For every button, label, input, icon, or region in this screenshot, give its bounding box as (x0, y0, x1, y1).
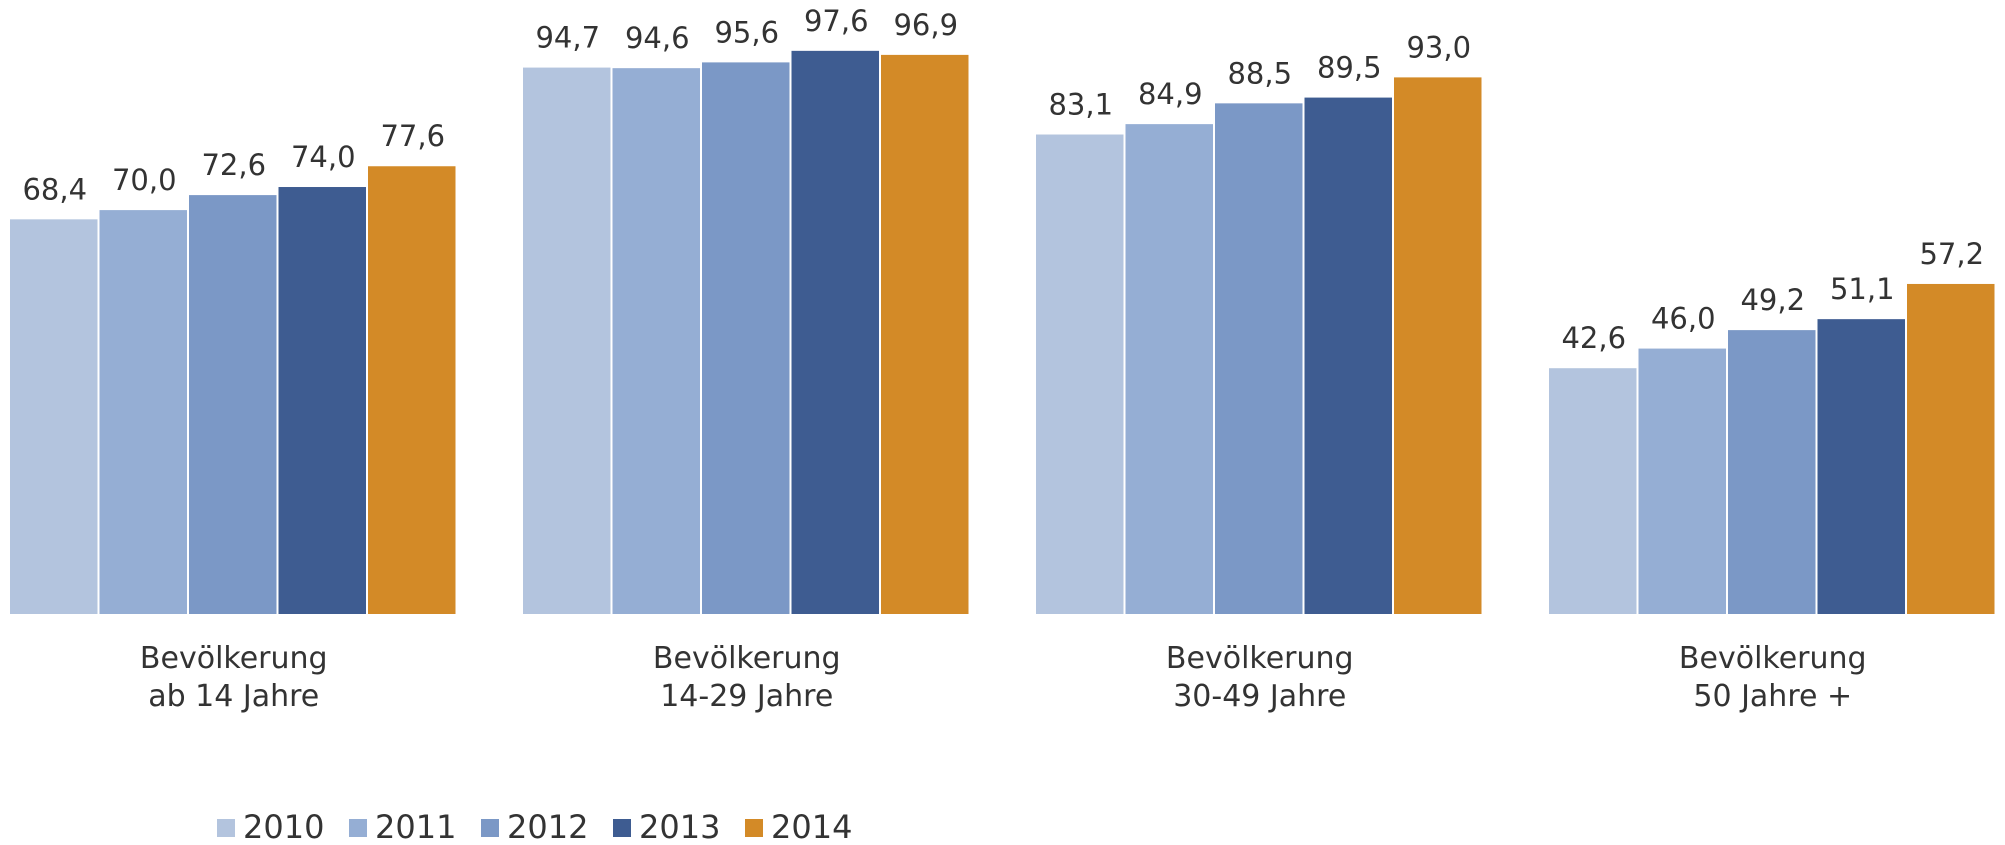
category-line: 14-29 Jahre (660, 679, 833, 714)
legend-label: 2010 (243, 808, 324, 845)
value-label: 74,0 (291, 140, 356, 174)
value-label: 95,6 (714, 15, 779, 49)
bar (1125, 124, 1213, 614)
bar (368, 166, 456, 615)
bar (1907, 283, 1995, 614)
value-label: 88,5 (1227, 56, 1292, 90)
bar (523, 67, 611, 615)
legend-label: 2011 (375, 808, 456, 845)
value-label: 94,7 (535, 21, 600, 55)
legend-label: 2014 (771, 808, 852, 845)
value-label: 46,0 (1651, 302, 1716, 336)
value-label: 51,1 (1830, 272, 1895, 306)
bar (1304, 97, 1392, 614)
category-line: 50 Jahre + (1693, 679, 1852, 714)
bar (1215, 103, 1303, 614)
bar (881, 54, 969, 614)
category-line: 30-49 Jahre (1173, 679, 1346, 714)
category-label: Bevölkerung 14-29 Jahre (653, 641, 841, 714)
value-label: 96,9 (893, 8, 958, 42)
value-label: 49,2 (1740, 283, 1805, 317)
value-label: 70,0 (112, 163, 177, 197)
bar (1036, 134, 1124, 614)
value-label: 77,6 (380, 119, 445, 153)
bar (1549, 368, 1637, 614)
bar (1638, 348, 1726, 614)
legend-swatch (217, 819, 235, 837)
category-line: Bevölkerung (140, 641, 328, 676)
legend-swatch (349, 819, 367, 837)
category-label: Bevölkerung 30-49 Jahre (1166, 641, 1354, 714)
bar (702, 62, 790, 614)
category-line: Bevölkerung (1679, 641, 1867, 676)
category-label: Bevölkerung ab 14 Jahre (140, 641, 328, 714)
legend-swatch (745, 819, 763, 837)
category-line: Bevölkerung (653, 641, 841, 676)
category-line: Bevölkerung (1166, 641, 1354, 676)
value-label: 93,0 (1406, 30, 1471, 64)
bar (278, 187, 366, 614)
legend-swatch (481, 819, 499, 837)
category-line: ab 14 Jahre (148, 679, 319, 714)
value-label: 57,2 (1919, 237, 1984, 271)
bar (1817, 319, 1905, 614)
value-label: 97,6 (804, 4, 869, 38)
value-label: 84,9 (1138, 77, 1203, 111)
bar (1728, 330, 1816, 614)
bar (10, 219, 98, 614)
value-label: 42,6 (1561, 321, 1626, 355)
value-label: 89,5 (1317, 51, 1382, 85)
value-label: 72,6 (201, 148, 266, 182)
bar (189, 195, 277, 614)
value-label: 83,1 (1048, 88, 1113, 122)
legend-swatch (613, 819, 631, 837)
bar (1394, 77, 1482, 614)
category-label: Bevölkerung 50 Jahre + (1679, 641, 1867, 714)
bar (791, 50, 879, 614)
legend-label: 2013 (639, 808, 720, 845)
legend-label: 2012 (507, 808, 588, 845)
value-label: 68,4 (22, 172, 87, 206)
value-label: 94,6 (625, 21, 690, 55)
bar (99, 210, 187, 614)
bar (612, 68, 700, 614)
